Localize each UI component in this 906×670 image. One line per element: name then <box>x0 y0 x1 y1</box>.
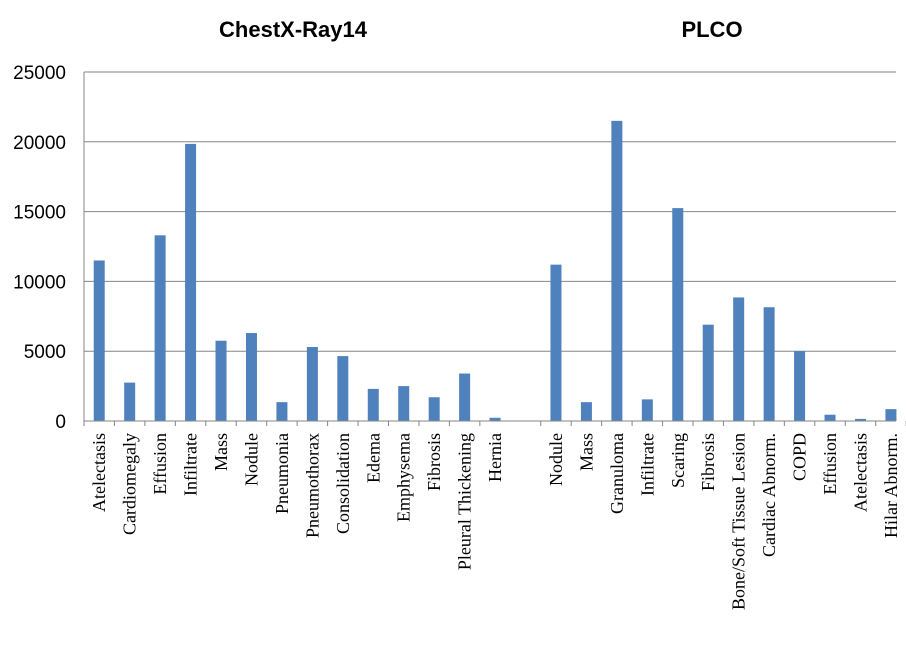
bar <box>641 399 653 421</box>
y-tick-labels: 0 5000 10000 15000 20000 25000 <box>13 63 66 433</box>
group-title-chestxray14: ChestX-Ray14 <box>219 17 368 42</box>
x-tick-label: Effusion <box>820 433 840 495</box>
x-tick-label: Scaring <box>668 433 688 488</box>
bar <box>824 414 836 421</box>
y-tick-label: 0 <box>55 412 66 433</box>
bar <box>489 417 501 421</box>
bar <box>245 333 257 421</box>
x-tick-label: Edema <box>363 433 383 483</box>
x-tick-label: Granuloma <box>607 433 627 514</box>
bar <box>550 264 562 421</box>
x-tick-label: Consolidation <box>333 433 353 534</box>
bar <box>337 356 349 421</box>
x-tick-label: Mass <box>576 433 596 471</box>
x-tick-label: Emphysema <box>394 433 414 522</box>
bar <box>398 386 410 421</box>
bars <box>93 120 897 422</box>
x-tick-label: Hilar Abnorm. <box>881 433 901 538</box>
bar <box>580 402 592 421</box>
bar <box>276 402 288 421</box>
y-tick-label: 20000 <box>13 133 66 154</box>
bar <box>154 235 166 421</box>
y-tick-label: 15000 <box>13 203 66 224</box>
bar <box>733 297 745 421</box>
y-tick-label: 25000 <box>13 63 66 84</box>
x-tick-label: Mass <box>211 433 231 471</box>
bar <box>93 260 105 421</box>
x-tick-label: Hernia <box>485 433 505 482</box>
x-tick-label: Bone/Soft Tissue Lesion <box>729 433 749 610</box>
x-tick-label: Effusion <box>150 433 170 495</box>
group-title-plco: PLCO <box>681 17 742 42</box>
bar <box>794 351 806 421</box>
x-tick-label: Pneumonia <box>272 433 292 514</box>
bar <box>367 388 379 421</box>
bar <box>215 340 227 421</box>
x-tick-label: Cardiomegaly <box>120 433 140 535</box>
bar <box>459 373 471 421</box>
gridlines <box>84 71 896 352</box>
x-tick-label: Infiltrate <box>637 433 657 496</box>
x-tick-label: Pleural Thickening <box>455 433 475 570</box>
x-tick-label: Atelectasis <box>850 433 870 512</box>
x-tick-labels: Atelectasis Cardiomegaly Effusion Infiltrat… <box>89 433 901 610</box>
x-tick-label: Cardiac Abnorm. <box>759 433 779 557</box>
x-tick-label: Nodule <box>546 433 566 486</box>
bar <box>885 409 897 421</box>
bar <box>124 382 136 421</box>
x-tick-label: Pneumothorax <box>302 433 322 538</box>
bar <box>763 307 775 421</box>
y-tick-label: 5000 <box>24 342 66 363</box>
bar <box>672 208 684 421</box>
y-tick-label: 10000 <box>13 272 66 293</box>
x-tick-label: Fibrosis <box>698 433 718 491</box>
bar <box>185 143 197 422</box>
x-tick-label: Infiltrate <box>181 433 201 496</box>
bar <box>854 418 866 421</box>
x-tick-label: Nodule <box>241 433 261 486</box>
bar <box>702 324 714 421</box>
x-tick-label: Fibrosis <box>424 433 444 491</box>
bar <box>428 397 440 421</box>
axes <box>83 72 906 426</box>
x-tick-label: Atelectasis <box>89 433 109 512</box>
bar <box>306 347 318 421</box>
bar <box>611 120 623 422</box>
x-tick-label: COPD <box>790 433 810 481</box>
